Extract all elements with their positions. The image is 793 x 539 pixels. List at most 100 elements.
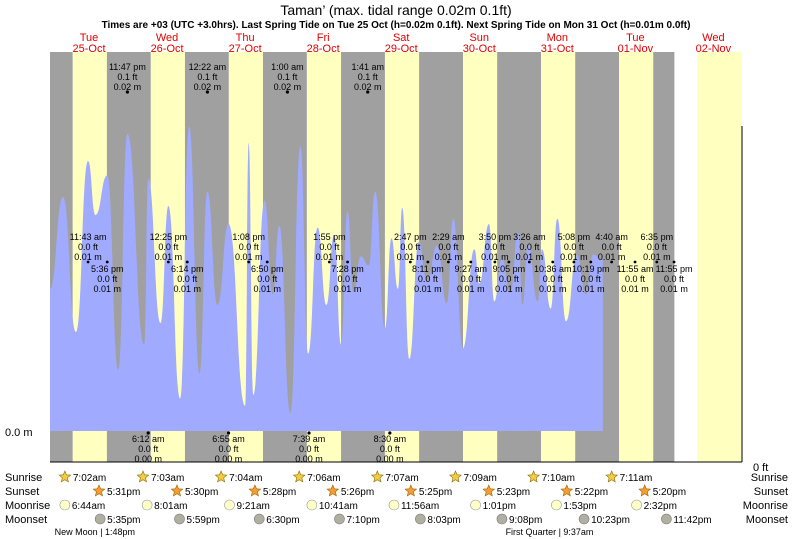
tide-height-ft: 0.0 ft (239, 242, 260, 252)
sun-icon (292, 470, 306, 483)
tide-height-ft: 0.0 ft (564, 242, 585, 252)
sun-icon (136, 470, 150, 483)
tide-height-m: 0.01 m (621, 284, 649, 294)
day-band (697, 52, 742, 462)
tide-height-ft: 0.0 ft (257, 274, 278, 284)
mid-tide-dot (408, 260, 412, 264)
day-name: Tue (80, 32, 99, 44)
tide-height-ft: 0.0 ft (461, 274, 482, 284)
high-tide-dot (285, 90, 289, 94)
tide-time: 9:27 am (455, 264, 488, 274)
tide-height-ft: 0.0 ft (177, 274, 198, 284)
mid-tide-dot (86, 260, 90, 264)
tide-height-ft: 0.0 ft (543, 274, 564, 284)
moonrise-icon (306, 499, 318, 511)
tide-height-ft: 0.0 ft (602, 242, 623, 252)
row-label-right: Sunset (754, 486, 788, 498)
mid-tide-label: 5:08 pm0.0 ft0.01 m (558, 232, 591, 262)
tide-height-m: 0.01 m (397, 252, 425, 262)
sun-icon (326, 484, 340, 497)
mid-tide-label: 11:43 am0.0 ft0.01 m (70, 232, 107, 262)
sunrise-time: 7:04am (229, 473, 262, 484)
high-tide-dot (205, 90, 209, 94)
tide-time: 3:50 pm (479, 232, 512, 242)
tide-time: 6:55 am (212, 434, 245, 444)
tide-time: 1:08 pm (232, 232, 265, 242)
moonrise-icon (141, 499, 153, 511)
moonrise-icon (388, 499, 400, 511)
day-date: 28-Oct (307, 43, 340, 55)
tide-height-m: 0.01 m (173, 284, 201, 294)
tide-height-m: 0.01 m (414, 284, 442, 294)
tide-time: 6:14 pm (171, 264, 204, 274)
moonset-time: 11:42pm (673, 515, 711, 526)
tide-time: 6:12 am (132, 434, 165, 444)
tide-time: 8:11 pm (412, 264, 444, 274)
tide-time: 12:25 pm (150, 232, 188, 242)
tide-height-ft: 0.0 ft (647, 242, 668, 252)
tide-height-ft: 0.0 ft (519, 242, 540, 252)
tide-height-m: 0.00 m (215, 454, 243, 464)
tide-height-ft: 0.0 ft (664, 274, 685, 284)
tide-height-m: 0.02 m (194, 82, 222, 92)
tide-height-ft: 0.0 ft (338, 274, 359, 284)
moonrise-time: 11:56am (401, 501, 439, 512)
moonset-icon (661, 513, 672, 525)
moonrise-icon (470, 499, 481, 511)
mid-tide-label: 11:55 pm0.0 ft0.01 m (656, 264, 693, 294)
tide-height-m: 0.01 m (74, 252, 102, 262)
mid-tide-label: 4:40 am0.0 ft0.01 m (595, 232, 628, 262)
moonset-time: 6:30pm (266, 515, 299, 526)
mid-tide-dot (265, 260, 269, 264)
mid-tide-label: 10:36 am0.0 ft0.01 m (534, 264, 572, 294)
sun-icon (214, 470, 228, 483)
tide-height-ft: 0.0 ft (581, 274, 602, 284)
sunrise-time: 7:06am (307, 473, 340, 484)
day-date: 01-Nov (618, 43, 654, 55)
mid-tide-dot (655, 260, 659, 264)
tide-time: 8:30 am (374, 434, 407, 444)
sunrise-time: 7:02am (73, 473, 106, 484)
mid-tide-dot (572, 260, 576, 264)
day-date: 02-Nov (696, 43, 732, 55)
tide-height-ft: 0.0 ft (499, 274, 520, 284)
tide-height-ft: 0.0 ft (219, 444, 240, 454)
tide-time: 4:40 am (595, 232, 628, 242)
tide-height-m: 0.02 m (114, 82, 142, 92)
row-label-left: Sunset (5, 486, 39, 498)
moonset-time: 8:03pm (427, 515, 460, 526)
sunset-time: 5:26pm (341, 487, 374, 498)
tide-height-ft: 0.0 ft (299, 444, 320, 454)
high-tide-dot (125, 90, 129, 94)
tide-height-m: 0.00 m (376, 454, 404, 464)
tide-height-ft: 0.0 ft (380, 444, 401, 454)
moonrise-time: 6:44am (72, 501, 105, 512)
tide-height-m: 0.00 m (295, 454, 323, 464)
tide-height-ft: 0.0 ft (400, 242, 421, 252)
sunrise-time: 7:09am (463, 473, 496, 484)
day-date: 26-Oct (151, 43, 184, 55)
tide-height-m: 0.01 m (577, 284, 605, 294)
mid-tide-label: 7:28 pm0.0 ft0.01 m (331, 264, 364, 294)
mid-tide-dot (446, 260, 450, 264)
tide-time: 6:50 pm (251, 264, 284, 274)
moonset-icon (415, 513, 426, 525)
sunset-time: 5:31pm (107, 487, 140, 498)
tide-height-m: 0.01 m (435, 252, 463, 262)
moon-phase-first-quarter: First Quarter | 9:37am (506, 527, 594, 537)
tide-time: 7:39 am (293, 434, 326, 444)
sunset-time: 5:22pm (575, 487, 608, 498)
tide-time: 2:29 am (432, 232, 465, 242)
mid-tide-dot (610, 260, 614, 264)
day-name: Mon (547, 32, 568, 44)
mid-tide-label: 9:05 pm0.0 ft0.01 m (493, 264, 526, 294)
sunset-time: 5:25pm (419, 487, 452, 498)
tide-time: 10:19 pm (572, 264, 610, 274)
low-tide-label: 8:30 am0.0 ft0.00 m (374, 434, 407, 464)
tide-height-ft: 0.0 ft (438, 242, 459, 252)
high-tide-label: 12:22 am0.1 ft0.02 m (189, 62, 227, 92)
tide-height-m: 0.01 m (334, 284, 362, 294)
moonset-time: 7:10pm (346, 515, 379, 526)
mid-tide-label: 5:36 pm0.0 ft0.01 m (91, 264, 124, 294)
